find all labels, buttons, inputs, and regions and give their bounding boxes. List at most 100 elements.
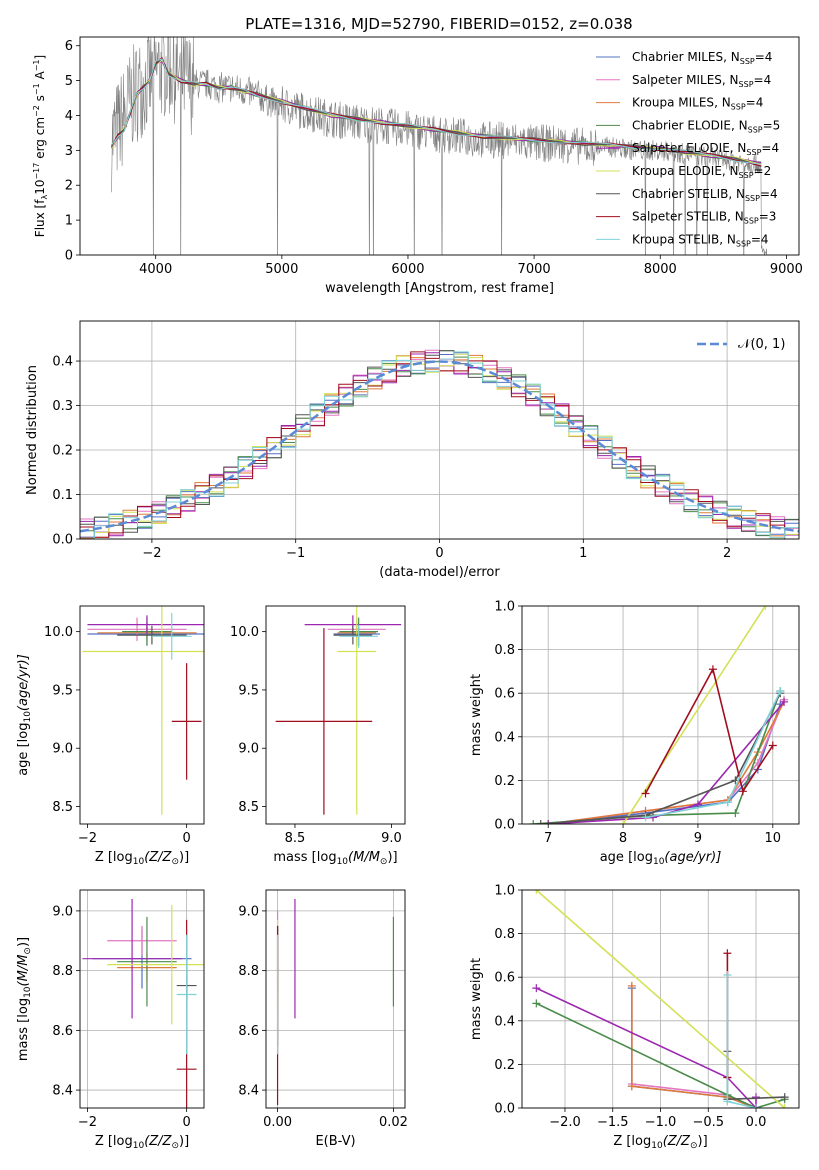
series-line [535,890,786,1108]
axes-frame [265,605,406,825]
series-marker [532,999,541,1008]
legend-entry: Kroupa STELIB, NSSP=4 [632,232,769,248]
x-tick-label: 5000 [265,262,298,277]
series-marker [536,820,545,824]
series-marker [649,813,658,822]
legend-entry: Salpeter STELIB, NSSP=3 [632,210,776,226]
chart-mass-vs-ebv: 0.00 0.02 8.4 8.6 8.8 9.0 E(B-V) [238,889,408,1149]
figure-title: PLATE=1316, MJD=52790, FIBERID=0152, z=0… [245,15,632,33]
series-marker [641,789,650,798]
series-marker [768,741,777,750]
y-tick-label: 0.4 [494,1014,515,1029]
series-line [622,606,766,824]
errorbar-point [87,615,204,634]
y-tick-label: 0.0 [494,818,515,833]
errorbar-point [333,625,373,645]
series-marker [619,820,628,824]
y-tick-label: 9.0 [238,742,259,757]
series-marker [627,1082,636,1091]
data-spectrum-line [111,37,768,255]
series-marker [752,1104,761,1108]
x-tick-label: −1.0 [645,1115,677,1130]
y-axis-label: Normed distribution [25,365,40,495]
y-tick-label: 9.0 [52,742,73,757]
legend-entry: Salpeter MILES, NSSP=4 [632,73,771,89]
errorbar-point [117,916,177,1007]
x-tick-label: 8.5 [285,831,306,846]
x-tick-label: −2 [78,831,97,846]
x-tick-label: 2 [723,546,731,561]
y-tick-label: 0.0 [52,533,73,548]
series-marker [723,1097,732,1106]
series-line [533,690,782,824]
series-marker [723,971,732,980]
y-tick-label: 4 [65,109,73,124]
chart-mass-vs-z: −2 0 8.4 8.6 8.8 9.0 Z [log10(Z/Z⊙)] mass [log1… [16,889,205,1151]
x-axis-label: wavelength [Angstrom, rest frame] [325,281,554,296]
x-axis-label: age [log10(age/yr)] [600,850,722,867]
series-marker [641,813,650,822]
y-tick-label: 8.4 [52,1084,73,1099]
series-line [645,690,782,819]
model-spectrum-line [111,56,762,167]
series-line [535,987,757,1108]
y-tick-label: 0.2 [52,444,73,459]
x-tick-label: −2.0 [549,1115,581,1130]
x-tick-label: 0.0 [746,1115,767,1130]
plot-area [276,898,395,1106]
axes-frame [265,889,406,1109]
series-marker [761,606,770,610]
series-line [631,988,757,1108]
axes-frame [521,889,800,1109]
x-tick-label: 8 [619,831,627,846]
x-axis-label: (data-model)/error [379,565,500,580]
series-marker [532,890,541,894]
axes-frame [521,605,800,825]
y-tick-label: 0.1 [52,488,73,503]
errorbar-point [176,934,197,1055]
y-tick-label: 9.0 [238,904,259,919]
x-tick-label: 0 [182,831,190,846]
series-line [631,985,757,1108]
series-marker [731,809,740,818]
series-marker [780,1093,789,1102]
plot-area [529,606,789,824]
axes-frame [79,605,205,825]
series-marker [780,1104,789,1108]
series-marker [627,981,636,990]
x-tick-label: −0.5 [692,1115,724,1130]
x-tick-label: 0.00 [263,1115,292,1130]
legend-entry: 𝒩(0, 1) [738,337,785,352]
plot-area [82,606,204,815]
series-marker [532,984,541,993]
x-tick-label: −2 [78,1115,97,1130]
gaussian-curve [80,360,799,533]
y-tick-label: 8.8 [52,964,73,979]
y-axis-label: Flux [fλ10−17 erg cm−2 s−1 A−1] [32,55,49,237]
x-tick-label: 9 [694,831,702,846]
y-tick-label: 8.5 [238,800,259,815]
errorbar-point [151,612,192,660]
y-tick-label: 6 [65,39,73,54]
series-marker [723,949,732,958]
y-tick-label: 8.8 [238,964,259,979]
errorbar-point [107,925,177,956]
x-tick-label: −1 [286,546,305,561]
x-tick-label: 0.02 [379,1115,408,1130]
plot-area [532,890,789,1108]
y-axis-label: mass weight [469,674,484,756]
legend-entry: Salpeter ELODIE, NSSP=4 [632,141,779,157]
series-line [726,975,757,1108]
y-tick-label: 9.5 [52,683,73,698]
series-line [535,1002,785,1108]
plot-area [82,898,204,1108]
x-tick-label: 0 [182,1115,190,1130]
y-tick-label: 0.8 [494,643,515,658]
y-tick-label: 1.0 [494,884,515,899]
x-tick-label: 9.0 [381,831,402,846]
chart-residuals: −2 −1 0 1 2 0.0 0.1 0.2 0.3 0.4 𝒩(0, 1) (data-model… [25,320,800,580]
legend-entry: Chabrier STELIB, NSSP=4 [632,187,778,203]
legend-entry: Kroupa ELODIE, NSSP=2 [632,164,771,180]
y-tick-label: 0.2 [494,1058,515,1073]
